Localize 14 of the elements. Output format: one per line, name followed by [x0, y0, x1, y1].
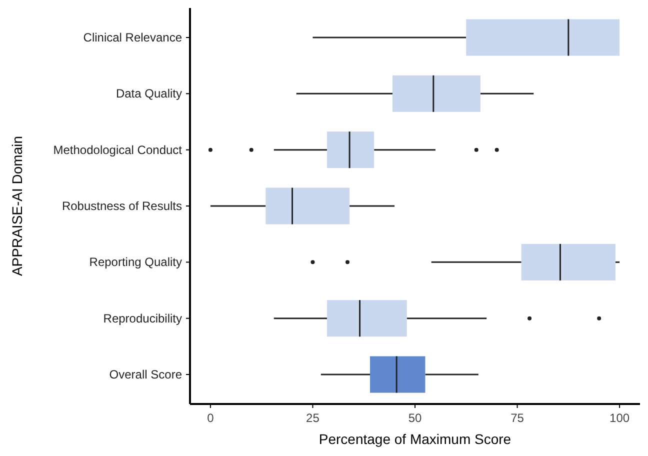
y-tick-label: Reproducibility [103, 311, 182, 326]
y-tick-label: Robustness of Results [62, 199, 182, 213]
x-tick-label: 0 [207, 411, 214, 425]
y-tick-label: Data Quality [116, 86, 182, 101]
y-tick-label: Overall Score [109, 368, 182, 382]
x-tick-label: 100 [610, 411, 630, 425]
x-tick-label: 75 [510, 411, 524, 425]
x-tick-label: 25 [306, 411, 320, 425]
y-tick-label: Clinical Relevance [83, 30, 182, 44]
x-tick-label: 50 [408, 411, 422, 425]
y-axis-title: APPRAISE-AI Domain [9, 136, 25, 276]
x-axis-title: Percentage of Maximum Score [318, 431, 512, 447]
y-tick-label: Methodological Conduct [53, 142, 183, 157]
y-tick-label: Reporting Quality [89, 255, 182, 270]
